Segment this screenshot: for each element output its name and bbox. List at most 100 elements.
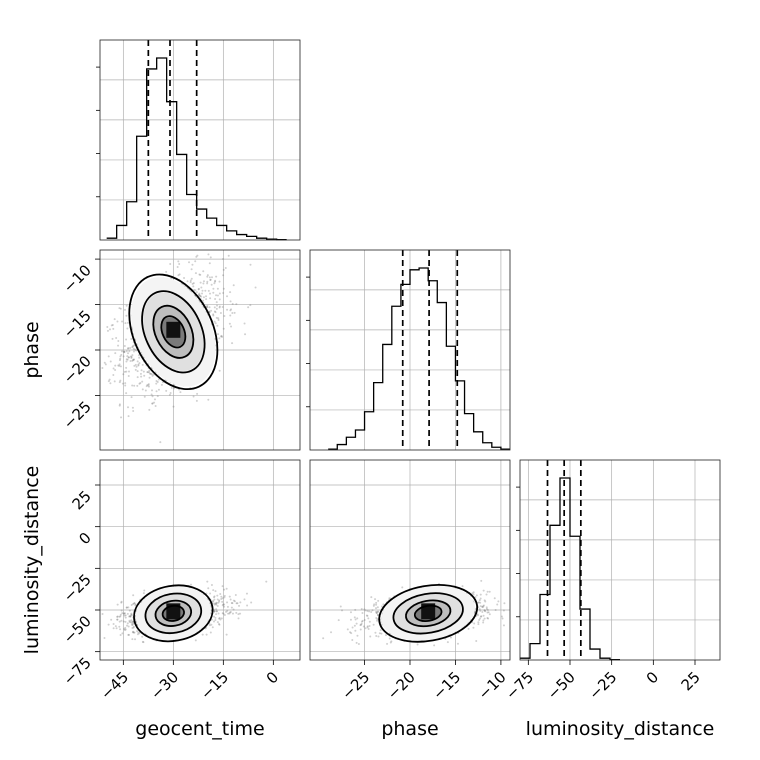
sample-point <box>127 321 130 324</box>
sample-point <box>136 633 139 636</box>
sample-point <box>128 370 131 373</box>
sample-point <box>207 289 210 292</box>
ytick-label-phase: −20 <box>60 352 95 387</box>
sample-point <box>209 631 212 634</box>
sample-point <box>221 597 224 600</box>
sample-point <box>493 597 496 600</box>
sample-point <box>482 589 485 592</box>
sample-point <box>201 289 204 292</box>
sample-point <box>141 635 144 638</box>
sample-point <box>160 383 163 386</box>
sample-point <box>220 617 223 620</box>
sample-point <box>196 254 199 257</box>
sample-point <box>479 593 482 596</box>
sample-point <box>211 276 214 279</box>
sample-point <box>221 612 224 615</box>
sample-point <box>190 277 193 280</box>
sample-point <box>362 625 365 628</box>
sample-point <box>127 356 130 359</box>
ytick-label-phase: −15 <box>60 307 95 342</box>
xtick-label-geocent_time: −45 <box>97 668 132 703</box>
sample-point <box>173 387 176 390</box>
sample-point <box>198 295 201 298</box>
sample-point <box>205 633 208 636</box>
sample-point <box>239 601 242 604</box>
sample-point <box>118 363 121 366</box>
sample-point <box>227 254 230 257</box>
sample-point <box>230 325 233 328</box>
sample-point <box>487 617 490 620</box>
sample-point <box>339 605 342 608</box>
sample-point <box>215 608 218 611</box>
sample-point <box>135 365 138 368</box>
sample-point <box>479 609 482 612</box>
sample-point <box>165 270 168 273</box>
sample-point <box>130 357 133 360</box>
sample-point <box>118 625 121 628</box>
sample-point <box>218 337 221 340</box>
sample-point <box>125 392 128 395</box>
sample-point <box>128 620 131 623</box>
sample-point <box>151 395 154 398</box>
sample-point <box>172 405 175 408</box>
sample-point <box>377 599 380 602</box>
sample-point <box>198 273 201 276</box>
sample-point <box>210 283 213 286</box>
sample-point <box>354 629 357 632</box>
sample-point <box>157 378 160 381</box>
sample-point <box>155 379 158 382</box>
sample-point <box>243 598 246 601</box>
sample-point <box>222 268 225 271</box>
sample-point <box>374 631 377 634</box>
sample-point <box>132 350 135 353</box>
sample-point <box>109 360 112 363</box>
sample-point <box>131 354 134 357</box>
sample-point <box>127 415 130 418</box>
sample-point <box>107 623 110 626</box>
sample-point <box>146 371 149 374</box>
sample-point <box>202 280 205 283</box>
sample-point <box>215 307 218 310</box>
sample-point <box>115 336 118 339</box>
sample-point <box>121 320 124 323</box>
xtick-label-luminosity_distance: −75 <box>502 668 537 703</box>
sample-point <box>114 625 117 628</box>
sample-point <box>147 385 150 388</box>
sample-point <box>126 347 129 350</box>
sample-point <box>219 618 222 621</box>
sample-point <box>215 613 218 616</box>
sample-point <box>179 391 182 394</box>
sample-point <box>124 384 127 387</box>
sample-point <box>222 258 225 261</box>
sample-point <box>120 353 123 356</box>
sample-point <box>133 631 136 634</box>
sample-point <box>125 366 128 369</box>
sample-point <box>191 263 194 266</box>
sample-point <box>486 617 489 620</box>
sample-point <box>360 607 363 610</box>
sample-point <box>123 612 126 615</box>
sample-point <box>211 626 214 629</box>
sample-point <box>116 618 119 621</box>
sample-point <box>137 631 140 634</box>
sample-point <box>125 606 128 609</box>
sample-point <box>481 605 484 608</box>
sample-point <box>213 310 216 313</box>
sample-point <box>112 327 115 330</box>
sample-point <box>368 625 371 628</box>
sample-point <box>378 632 381 635</box>
sample-point <box>350 632 353 635</box>
sample-point <box>119 307 122 310</box>
sample-point <box>205 305 208 308</box>
sample-point <box>119 355 122 358</box>
sample-point <box>494 609 497 612</box>
sample-point <box>216 594 219 597</box>
sample-point <box>480 615 483 618</box>
sample-point <box>212 620 215 623</box>
sample-point <box>349 618 352 621</box>
sample-point <box>361 619 364 622</box>
sample-point <box>117 364 120 367</box>
sample-point <box>189 279 192 282</box>
sample-point <box>131 623 134 626</box>
sample-point <box>209 256 212 259</box>
